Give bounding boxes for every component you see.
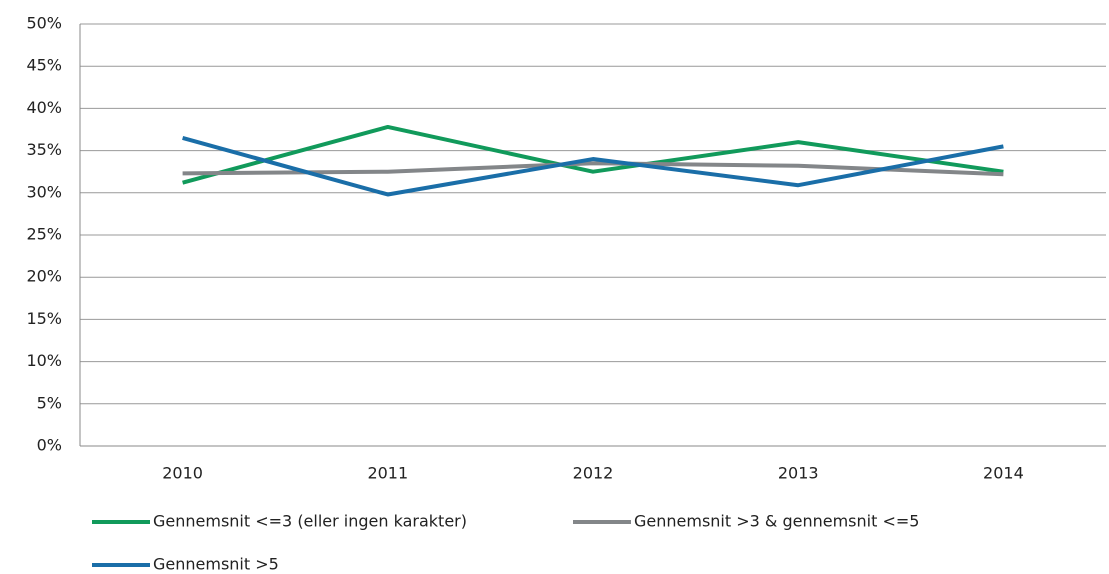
y-tick-label: 30% [26, 182, 62, 201]
y-tick-label: 40% [26, 98, 62, 117]
x-tick-label: 2014 [983, 464, 1024, 483]
y-tick-label: 10% [26, 351, 62, 370]
y-tick-label: 0% [37, 436, 62, 455]
legend-label: Gennemsnit >3 & gennemsnit <=5 [634, 512, 919, 531]
y-tick-label: 45% [26, 56, 62, 75]
y-tick-label: 15% [26, 309, 62, 328]
y-tick-label: 50% [26, 14, 62, 33]
x-tick-label: 2012 [573, 464, 614, 483]
y-tick-label: 35% [26, 140, 62, 159]
x-tick-label: 2010 [162, 464, 203, 483]
y-tick-label: 5% [37, 393, 62, 412]
x-tick-label: 2011 [367, 464, 408, 483]
y-tick-label: 25% [26, 225, 62, 244]
series-line [182, 161, 1004, 177]
y-tick-label: 20% [26, 267, 62, 286]
legend-label: Gennemsnit >5 [153, 555, 279, 574]
series-line [182, 136, 1004, 197]
series-line [182, 124, 1004, 185]
legend-label: Gennemsnit <=3 (eller ingen karakter) [153, 512, 467, 531]
x-tick-label: 2013 [778, 464, 819, 483]
